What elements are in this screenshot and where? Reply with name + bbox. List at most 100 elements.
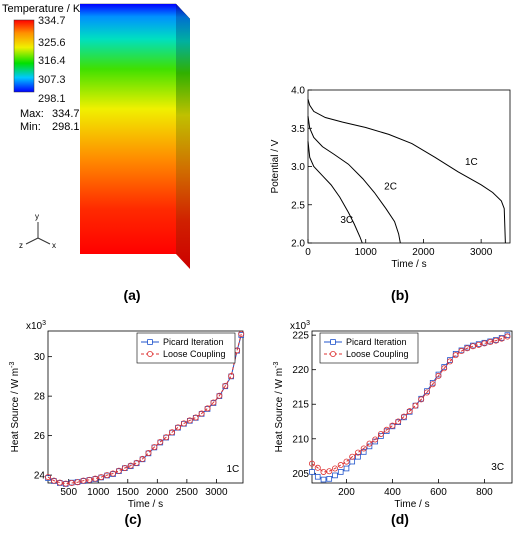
data-point	[234, 347, 241, 354]
data-point	[216, 393, 223, 399]
data-point	[45, 474, 52, 481]
colorbar-tick-label: 316.4	[38, 55, 66, 67]
data-point	[198, 411, 205, 417]
data-point	[110, 470, 117, 477]
data-point	[80, 477, 87, 484]
x-tick-label: 3000	[205, 487, 228, 498]
data-point	[181, 420, 187, 427]
data-point	[378, 433, 384, 439]
data-point	[157, 438, 164, 445]
data-point	[57, 480, 63, 486]
annotation: 1C	[465, 157, 478, 168]
data-point	[464, 344, 470, 351]
data-point	[68, 479, 75, 486]
caption-a: (a)	[123, 287, 140, 303]
colorbar-tick-label: 298.1	[38, 93, 66, 105]
axis-label-x: x	[52, 241, 56, 250]
data-point	[204, 406, 211, 412]
data-point	[372, 438, 379, 445]
data-point	[498, 335, 505, 342]
data-point	[163, 434, 170, 441]
legend-label: Picard Iteration	[346, 337, 407, 347]
data-point	[62, 481, 69, 487]
data-point	[121, 464, 128, 471]
max-value: 334.7	[52, 108, 80, 120]
data-point	[86, 477, 93, 483]
y-tick-label: 210	[292, 434, 309, 445]
x-tick-label: 800	[476, 487, 493, 498]
y-tick-label: 3.5	[291, 124, 305, 135]
data-point	[169, 429, 175, 436]
data-point	[492, 337, 499, 344]
data-point	[372, 436, 379, 443]
x-tick-label: 3000	[470, 247, 493, 258]
colorbar	[13, 19, 35, 93]
y-multiplier: x103	[26, 320, 46, 332]
data-point	[92, 476, 99, 482]
slab-top-face	[79, 3, 191, 20]
data-point	[458, 348, 465, 355]
data-point	[349, 458, 356, 465]
x-axis-label: Time / s	[128, 499, 163, 510]
data-point	[210, 399, 217, 406]
x-tick-label: 2000	[146, 487, 169, 498]
data-point	[50, 477, 57, 484]
data-point	[151, 444, 158, 451]
data-point	[343, 465, 350, 472]
data-point	[133, 460, 140, 467]
data-point	[116, 468, 122, 474]
data-point	[51, 478, 57, 484]
y-tick-label: 26	[34, 431, 46, 442]
panel-caption: (b)	[391, 287, 409, 303]
data-point	[366, 443, 373, 450]
y-axis-label: Potential / V	[270, 139, 281, 193]
y-multiplier-exponent: 3	[42, 320, 46, 327]
y-multiplier-exponent: 3	[306, 320, 310, 327]
data-point	[470, 342, 476, 349]
legend-marker	[330, 339, 336, 345]
data-point	[145, 450, 152, 457]
data-point	[418, 395, 424, 402]
max-label: Max:	[20, 108, 44, 120]
data-point	[68, 479, 75, 486]
data-point	[92, 475, 99, 482]
data-point	[395, 418, 402, 425]
data-point	[441, 365, 448, 372]
x-axis-label: Time / s	[391, 259, 426, 270]
legend-marker	[146, 350, 153, 357]
data-point	[210, 400, 217, 406]
data-point	[452, 350, 459, 357]
data-point	[332, 472, 338, 479]
data-point	[504, 333, 511, 340]
data-point	[481, 340, 488, 347]
data-point	[151, 444, 158, 451]
data-point	[175, 424, 181, 431]
data-point	[228, 373, 235, 380]
x-tick-label: 200	[338, 487, 355, 498]
data-point	[412, 402, 419, 409]
data-point	[308, 460, 315, 467]
legend-label: Loose Coupling	[163, 349, 226, 359]
data-point	[343, 458, 350, 465]
panel-caption: (d)	[391, 511, 409, 527]
data-point	[157, 439, 164, 446]
data-point	[337, 462, 344, 469]
y-tick-label: 28	[34, 392, 46, 403]
x-tick-label: 2000	[412, 247, 435, 258]
data-point	[110, 471, 116, 477]
data-point	[400, 413, 407, 420]
y-axis-label: Heat Source / W m-3	[9, 362, 21, 453]
data-point	[498, 335, 505, 341]
y-tick-label: 2.0	[291, 239, 305, 250]
data-point	[187, 418, 193, 424]
data-point	[447, 357, 453, 363]
data-point	[314, 464, 321, 471]
data-point	[389, 422, 396, 429]
data-point	[74, 479, 81, 486]
data-point	[238, 330, 245, 337]
data-point	[133, 459, 140, 466]
colorbar-tick-label: 307.3	[38, 74, 66, 86]
data-point	[326, 476, 333, 482]
x-tick-label: 400	[384, 487, 401, 498]
